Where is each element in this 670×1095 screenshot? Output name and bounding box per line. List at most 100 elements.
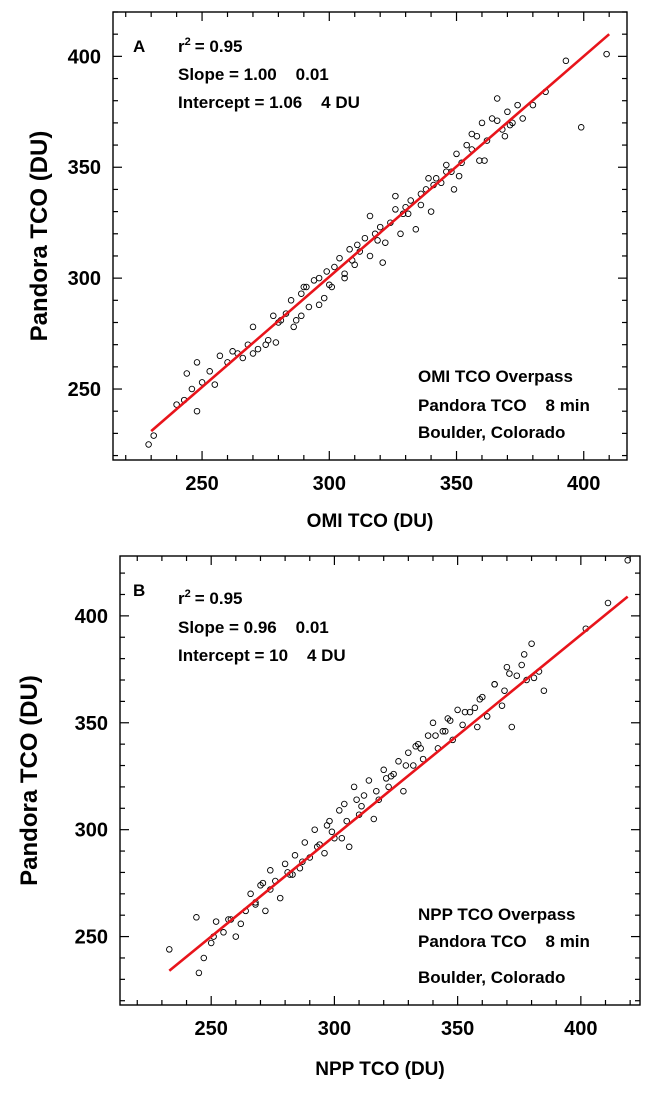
data-point <box>382 239 389 246</box>
data-point <box>466 708 474 716</box>
chart-panel-b: 250 300 350 400 250 300 350 400 NPP TCO (DU) Pand… <box>16 555 641 1080</box>
data-point <box>320 294 328 302</box>
intercept-text: Intercept = 10 4 DU <box>178 646 346 665</box>
annotation-note: NPP TCO Overpass <box>418 905 575 924</box>
data-point <box>150 432 157 439</box>
data-point <box>249 323 257 331</box>
slope-text: Slope = 0.96 0.01 <box>178 618 329 637</box>
panel-label: B <box>133 581 145 600</box>
data-point <box>412 226 420 233</box>
data-point <box>382 775 390 782</box>
data-point <box>376 223 384 231</box>
data-point <box>315 301 323 309</box>
data-point <box>198 379 206 386</box>
y-axis-title: Pandora TCO (DU) <box>16 675 43 886</box>
data-point <box>183 370 191 377</box>
data-point <box>453 150 460 158</box>
data-point <box>282 310 290 317</box>
data-point <box>259 879 267 887</box>
data-point <box>345 843 353 851</box>
data-point <box>520 651 528 658</box>
x-axis-title: NPP TCO (DU) <box>315 1059 444 1080</box>
data-point <box>336 254 343 262</box>
data-point <box>419 755 427 763</box>
data-point <box>432 732 439 739</box>
data-point <box>476 157 483 164</box>
y-tick-label: 400 <box>75 606 108 628</box>
y-tick-label: 300 <box>68 268 101 290</box>
data-point <box>270 312 277 320</box>
data-point <box>211 381 219 388</box>
plot-frame <box>119 555 641 1006</box>
r-squared-text: r2 = 0.95 <box>178 588 243 608</box>
data-point <box>461 708 469 716</box>
y-tick-label: 400 <box>68 46 101 68</box>
data-point <box>577 124 585 131</box>
data-point <box>493 95 501 102</box>
data-point <box>410 762 417 769</box>
data-point <box>449 736 456 744</box>
data-point <box>300 283 308 291</box>
data-point <box>193 914 200 921</box>
data-point <box>471 704 479 712</box>
annotation-note: OMI TCO Overpass <box>418 367 573 386</box>
data-point <box>220 929 227 936</box>
data-point <box>404 210 412 218</box>
data-point <box>262 907 269 915</box>
data-point <box>425 175 432 182</box>
r-squared-value: = 0.95 <box>195 589 243 608</box>
data-point <box>374 237 381 244</box>
data-point <box>239 354 247 362</box>
intercept-text: Intercept = 1.06 4 DU <box>178 93 360 112</box>
data-point <box>506 121 514 129</box>
regression-line <box>168 595 629 972</box>
data-point <box>454 706 461 714</box>
data-point <box>412 743 419 750</box>
data-point <box>397 230 404 238</box>
data-point <box>212 918 220 925</box>
data-point <box>353 796 360 803</box>
data-point <box>529 101 537 109</box>
data-point <box>237 920 245 928</box>
data-point <box>206 368 213 375</box>
data-point <box>443 161 450 169</box>
data-point <box>501 687 508 694</box>
data-point <box>310 277 318 284</box>
data-point <box>216 352 224 360</box>
data-point <box>379 259 386 266</box>
data-point <box>380 766 387 774</box>
data-point <box>354 241 361 249</box>
data-point <box>343 817 350 825</box>
data-point <box>375 796 383 803</box>
data-point <box>346 246 353 253</box>
data-point <box>458 159 465 167</box>
y-tick-label: 300 <box>75 820 108 842</box>
x-tick-label: 350 <box>441 1018 474 1040</box>
data-point <box>267 867 274 874</box>
data-point <box>366 212 374 220</box>
data-point <box>145 441 152 448</box>
data-point <box>476 696 484 703</box>
data-point <box>305 303 313 311</box>
data-point <box>336 807 343 814</box>
y-tick-label: 250 <box>75 927 108 949</box>
x-tick-label: 400 <box>567 473 600 495</box>
data-point <box>400 787 407 795</box>
data-point <box>232 933 240 940</box>
data-point <box>446 717 454 724</box>
data-point <box>366 252 374 260</box>
data-point <box>229 348 236 355</box>
data-point <box>514 101 521 109</box>
data-point <box>402 762 410 769</box>
data-point <box>562 57 570 65</box>
data-point <box>303 283 310 291</box>
data-point <box>442 728 449 735</box>
x-tick-label: 250 <box>194 1018 227 1040</box>
data-point <box>249 350 257 357</box>
y-axis-title: Pandora TCO (DU) <box>26 131 53 342</box>
data-point <box>518 661 525 669</box>
x-tick-label: 350 <box>440 473 473 495</box>
data-point <box>395 758 402 765</box>
data-point <box>331 263 338 271</box>
data-point <box>323 268 330 275</box>
